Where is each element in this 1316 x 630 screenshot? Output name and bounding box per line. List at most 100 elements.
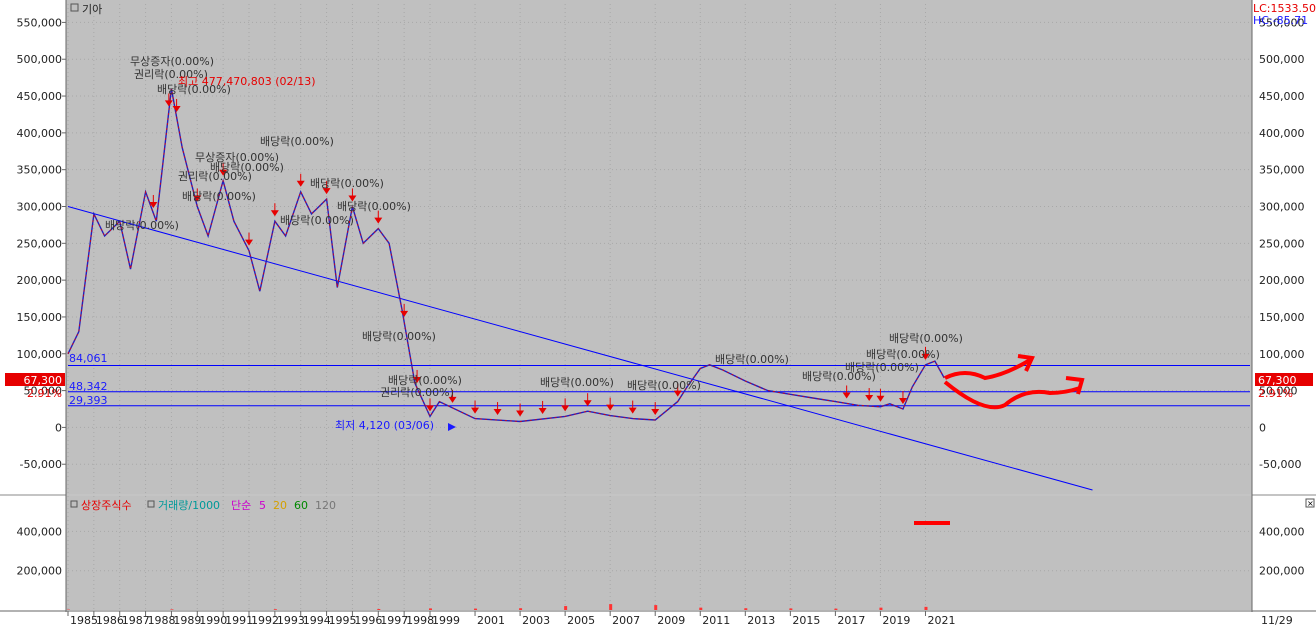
footer-date: 11/29 [1261, 614, 1293, 627]
price-series-up-line [67, 88, 945, 422]
volume-axis-left: 400,000 200,000 [17, 525, 63, 577]
dividend-label-8: 배당락(0.00%) [105, 219, 179, 232]
volume-legend-checkbox-1[interactable] [70, 500, 78, 508]
event-marker-arrow [296, 180, 305, 187]
x-tick-label: 2017 [837, 614, 865, 627]
event-marker-arrow [921, 353, 930, 360]
volume-bar [519, 608, 523, 610]
event-marker-arrow [413, 376, 422, 383]
drawn-arrow-1-head [1017, 354, 1035, 372]
level-label-29393: 29,393 [69, 394, 108, 407]
x-tick-label: 1986 [96, 614, 124, 627]
price-tick-label-right: 200,000 [1259, 274, 1305, 287]
price-tick-label-left: 500,000 [17, 53, 63, 66]
event-marker-arrow [400, 310, 409, 317]
event-marker-arrow [322, 188, 331, 195]
price-tick-label-right: 300,000 [1259, 201, 1305, 214]
volume-legend-ma20: 20 [273, 499, 287, 512]
event-markers [149, 93, 930, 417]
volume-bar [377, 609, 381, 610]
rights-label-1: 권리락(0.00%) [134, 68, 208, 81]
drawn-arrow-1 [944, 358, 1032, 381]
x-tick-label: 2007 [612, 614, 640, 627]
event-marker-arrow [673, 390, 682, 397]
price-tick-label-right: 0 [1259, 421, 1266, 434]
price-tick-label-left: 150,000 [17, 311, 63, 324]
x-tick-label: 2001 [477, 614, 505, 627]
volume-tick-label-left: 400,000 [17, 525, 63, 538]
x-tick-label: 1995 [329, 614, 357, 627]
price-tick-label-right: 400,000 [1259, 127, 1305, 140]
event-marker-arrow [493, 409, 502, 416]
lc-label: LC:1533.50 [1253, 2, 1316, 15]
dividend-label-6: 배당락(0.00%) [337, 200, 411, 213]
volume-axis-right: 400,000 200,000 [1259, 525, 1305, 577]
volume-bar [879, 607, 883, 610]
event-marker-arrow [538, 407, 547, 414]
trend-line[interactable] [67, 206, 1093, 491]
x-tick-label: 2003 [522, 614, 550, 627]
x-tick-label: 1990 [199, 614, 227, 627]
price-tag-left-percent: 2.91% [27, 387, 62, 400]
dividend-label-3: 배당락(0.00%) [210, 161, 284, 174]
rights-label-3: 권리락(0.00%) [380, 386, 454, 399]
event-marker-arrow [172, 105, 181, 112]
hc-label: HC:-85.71 [1253, 14, 1308, 27]
price-tick-label-right: 550,000 [1259, 16, 1305, 29]
price-axis-right: 550,000 500,000 450,000 400,000 350,000 300,0… [1259, 16, 1305, 471]
event-marker-arrow [426, 405, 434, 412]
x-tick-label: 1998 [406, 614, 434, 627]
volume-legend-ma60: 60 [294, 499, 308, 512]
price-axis-left: 550,000 500,000 450,000 400,000 350,000 300,0… [17, 16, 66, 471]
volume-legend-series1: 상장주식수 [81, 499, 132, 512]
price-tick-label-left: 400,000 [17, 127, 63, 140]
dividend-label-1: 배당락(0.00%) [157, 83, 231, 96]
volume-legend-ma120: 120 [315, 499, 336, 512]
price-tick-label-right: 450,000 [1259, 90, 1305, 103]
volume-bar [273, 609, 277, 610]
price-tick-label-right: -50,000 [1259, 458, 1301, 471]
price-tick-label-right: 100,000 [1259, 348, 1305, 361]
x-tick-label: 1987 [122, 614, 150, 627]
price-tag-right-percent: 2.91% [1258, 387, 1293, 400]
event-marker-arrow [898, 398, 907, 404]
event-marker-arrow [245, 239, 253, 246]
price-tick-label-left: 550,000 [17, 16, 63, 29]
price-tick-label-left: 250,000 [17, 237, 63, 250]
level-label-48342: 48,342 [69, 380, 108, 393]
event-marker-arrow [583, 400, 592, 407]
volume-tick-label-right: 200,000 [1259, 565, 1305, 578]
price-tick-label-right: 250,000 [1259, 237, 1305, 250]
event-marker-arrow [628, 407, 637, 414]
x-tick-label: 2011 [702, 614, 730, 627]
x-tick-label: 1991 [225, 614, 253, 627]
volume-legend-checkbox-2[interactable] [147, 500, 155, 508]
price-tag-left-value: 67,300 [24, 374, 63, 387]
event-marker-arrow [561, 405, 570, 412]
x-tick-label: 1985 [70, 614, 98, 627]
price-tick-label-right: 150,000 [1259, 311, 1305, 324]
volume-legend-ma-label: 단순 [231, 499, 251, 512]
dividend-label-16: 배당락(0.00%) [845, 361, 919, 374]
close-icon: × [1307, 499, 1314, 508]
bonus-issue-label-2: 무상증자(0.00%) [195, 151, 279, 164]
event-marker-arrow [865, 395, 874, 402]
volume-bar [834, 608, 838, 610]
price-tag-left [5, 373, 65, 386]
bonus-issue-label: 무상증자(0.00%) [130, 55, 214, 68]
dividend-label-4: 배당락(0.00%) [310, 177, 384, 190]
x-tick-label: 1992 [251, 614, 279, 627]
event-marker-arrow [193, 195, 202, 202]
price-tick-label-right: 350,000 [1259, 164, 1305, 177]
price-tag-right [1255, 373, 1313, 386]
volume-panel-close-button[interactable] [1305, 498, 1315, 508]
volume-bar [170, 609, 174, 610]
level-label-84061: 84,061 [69, 352, 108, 365]
x-tick-label: 2005 [567, 614, 595, 627]
title-checkbox[interactable] [70, 3, 79, 12]
x-tick-label: 1988 [148, 614, 176, 627]
volume-bar [429, 608, 432, 610]
event-marker-arrow [516, 410, 525, 417]
event-marker-arrow [164, 100, 173, 107]
